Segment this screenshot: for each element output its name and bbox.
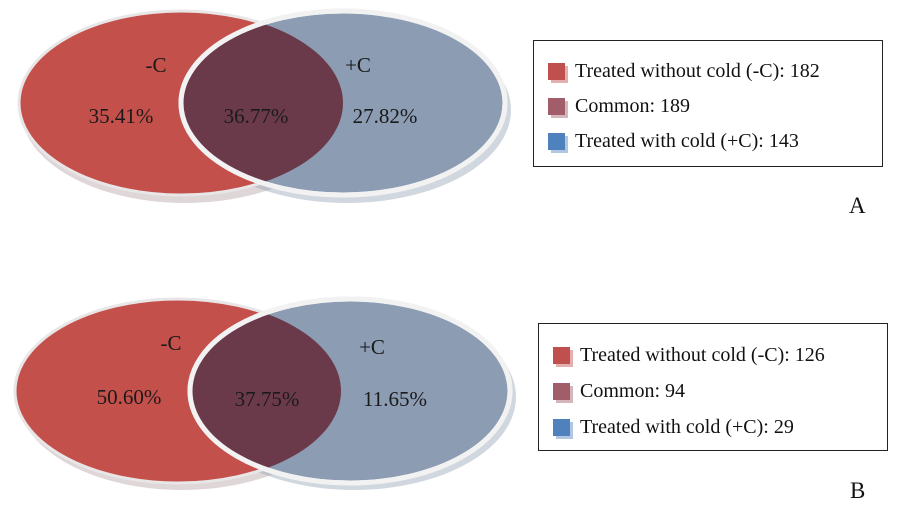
plus-c-percentage: 27.82% — [353, 104, 418, 128]
plus-c-outline — [187, 296, 513, 486]
panel-label-a: A — [849, 193, 866, 218]
legend-text: Treated without cold (-C): 182 — [575, 60, 820, 82]
legend-swatch-plus-c — [553, 419, 573, 439]
venn-diagram-a: -C +C 35.41% 36.77% 27.82% — [17, 8, 511, 203]
legend-swatch-plus-c — [548, 133, 568, 153]
legend-swatch-minus-c — [548, 63, 568, 83]
plus-c-outline — [178, 8, 508, 198]
minus-c-percentage: 35.41% — [89, 104, 154, 128]
legend-text: Treated without cold (-C): 126 — [580, 344, 825, 366]
legend-text: Treated with cold (+C): 143 — [575, 130, 799, 152]
minus-c-percentage: 50.60% — [97, 385, 162, 409]
plus-c-label: +C — [345, 53, 371, 77]
common-percentage: 37.75% — [235, 387, 300, 411]
legend-swatch-minus-c — [553, 347, 573, 367]
panel-b: -C +C 50.60% 37.75% 11.65% Treated witho… — [0, 280, 907, 505]
legend-item-common: Common: 94 — [553, 380, 685, 403]
legend-item-minus-c: Treated without cold (-C): 126 — [553, 344, 825, 367]
common-overlap — [192, 301, 341, 481]
legend-swatch-common — [553, 383, 573, 403]
minus-c-label: -C — [161, 331, 182, 355]
plus-c-label: +C — [359, 335, 385, 359]
common-percentage: 36.77% — [224, 104, 289, 128]
minus-c-label: -C — [146, 53, 167, 77]
venn-diagram-b: -C +C 50.60% 37.75% 11.65% — [13, 296, 516, 490]
panel-label-b: B — [850, 478, 866, 503]
legend-text: Common: 189 — [575, 95, 691, 117]
legend-text: Common: 94 — [580, 380, 686, 402]
plus-c-percentage: 11.65% — [363, 387, 427, 411]
legend-b: Treated without cold (-C): 126 Common: 9… — [538, 323, 888, 451]
legend-item-common: Common: 189 — [548, 95, 690, 118]
legend-item-plus-c: Treated with cold (+C): 143 — [548, 130, 799, 153]
common-overlap — [183, 13, 343, 193]
legend-a: Treated without cold (-C): 182 Common: 1… — [533, 40, 883, 167]
legend-item-plus-c: Treated with cold (+C): 29 — [553, 416, 794, 439]
legend-text: Treated with cold (+C): 29 — [580, 416, 794, 438]
legend-item-minus-c: Treated without cold (-C): 182 — [548, 60, 820, 83]
panel-a: -C +C 35.41% 36.77% 27.82% Treated witho… — [0, 0, 907, 250]
legend-swatch-common — [548, 98, 568, 118]
